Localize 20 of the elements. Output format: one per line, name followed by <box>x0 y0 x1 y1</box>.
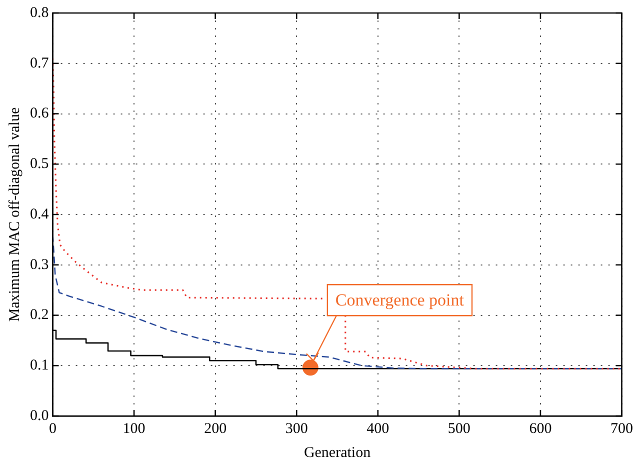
y-tick-label: 0.1 <box>30 358 49 374</box>
x-tick-label: 700 <box>610 420 633 437</box>
y-tick-label: 0.0 <box>30 408 49 424</box>
y-tick-label: 0.7 <box>30 55 50 72</box>
x-tick-label: 500 <box>448 420 470 437</box>
x-tick-label: 0 <box>49 420 56 437</box>
x-tick-label: 100 <box>122 420 146 437</box>
x-tick-label: 600 <box>529 420 552 437</box>
x-tick-label: 300 <box>285 420 308 437</box>
y-tick-label: 0.8 <box>30 4 49 21</box>
y-tick-label: 0.3 <box>30 256 49 273</box>
x-axis-title: Generation <box>304 444 372 461</box>
x-tick-label: 400 <box>366 420 390 437</box>
y-tick-label: 0.2 <box>30 307 49 324</box>
y-tick-label: 0.6 <box>30 106 50 122</box>
annotation: Convergence point <box>335 290 464 310</box>
x-tick-label: 200 <box>204 420 227 437</box>
y-tick-label: 0.5 <box>30 156 49 172</box>
y-axis-title: Maximum MAC off-diagonal value <box>6 107 23 322</box>
y-tick-label: 0.4 <box>30 206 50 222</box>
